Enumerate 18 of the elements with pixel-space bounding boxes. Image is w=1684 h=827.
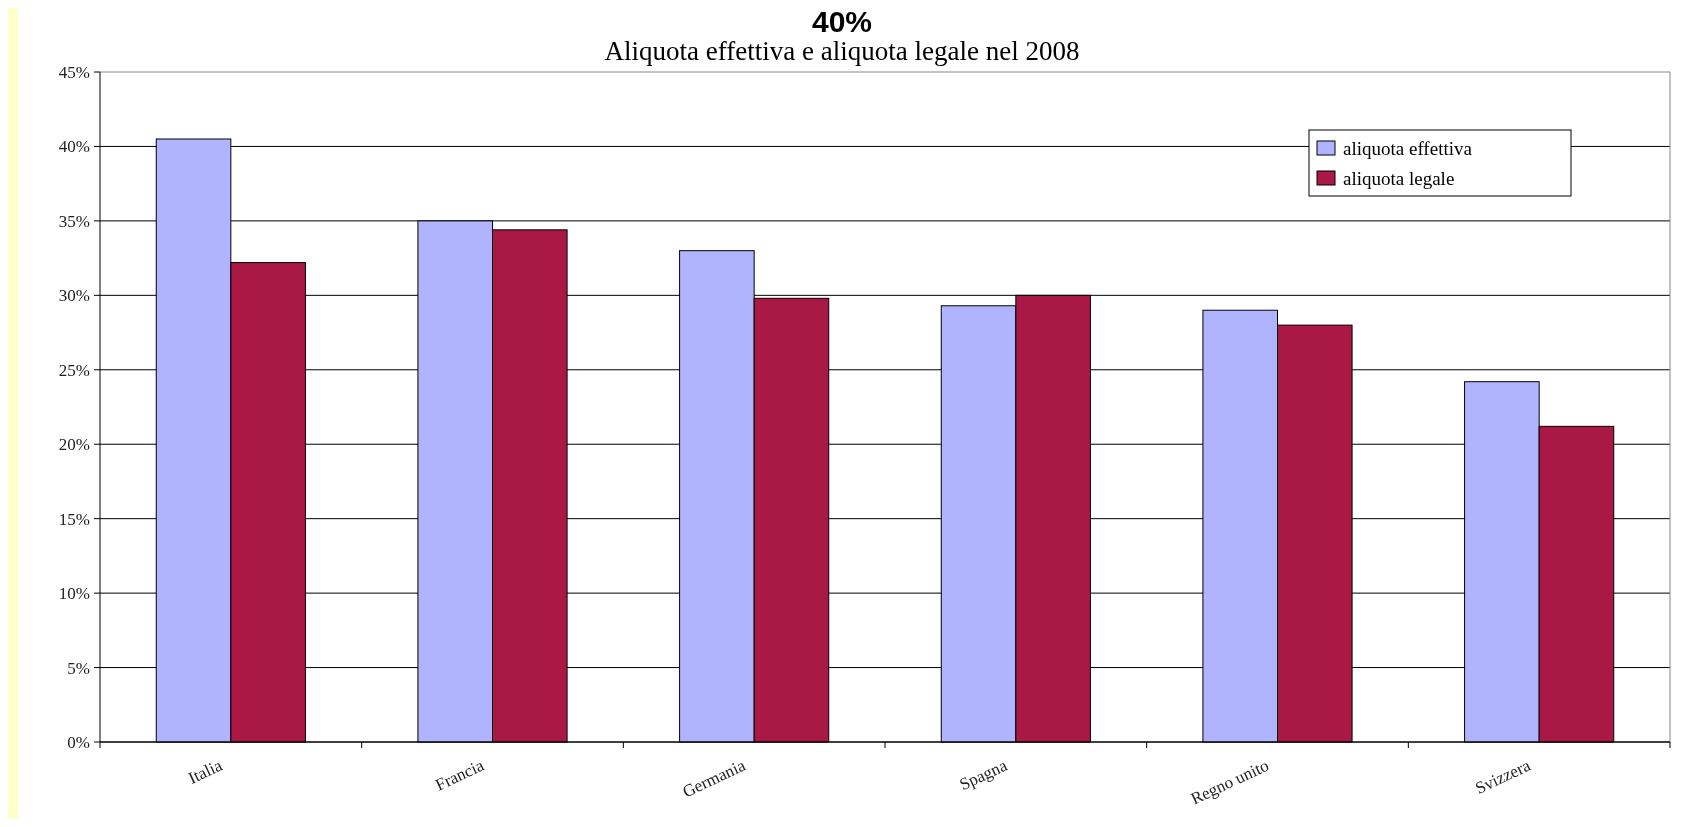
y-tick-label: 30%: [58, 286, 90, 306]
y-tick-label: 15%: [58, 509, 90, 529]
y-tick-label: 5%: [67, 658, 90, 678]
x-tick-label: Spagna: [956, 755, 1011, 795]
x-tick-label: Italia: [185, 755, 226, 788]
y-tick-label: 0%: [67, 732, 90, 752]
y-tick-label: 25%: [58, 360, 90, 380]
x-tick-label: Regno unito: [1187, 755, 1272, 809]
legend-label: aliquota legale: [1343, 167, 1455, 189]
y-tick-label: 10%: [58, 584, 90, 604]
chart-title: Aliquota effettiva e aliquota legale nel 2008: [604, 36, 1080, 66]
y-tick-label: 35%: [58, 211, 90, 231]
x-tick-label: Francia: [432, 755, 488, 795]
y-tick-label: 45%: [58, 62, 90, 82]
y-tick-label: 20%: [58, 435, 90, 455]
text: 40%: [811, 5, 873, 38]
legend-label: aliquota effettiva: [1343, 137, 1473, 159]
y-tick-label: 40%: [58, 137, 90, 157]
